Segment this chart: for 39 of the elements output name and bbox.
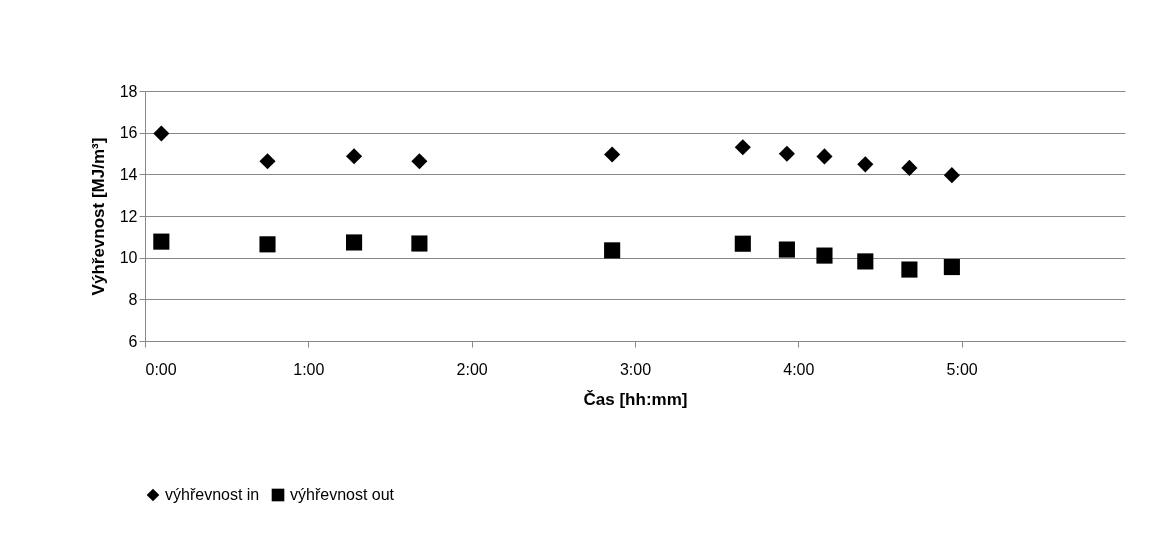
- point: [901, 261, 918, 278]
- point: [734, 235, 751, 252]
- point: [943, 258, 960, 276]
- y-tick-label: 8: [128, 290, 138, 308]
- point: [604, 146, 621, 163]
- x-tick-label: 5:00: [946, 360, 978, 378]
- point: [816, 148, 833, 165]
- point: [411, 235, 428, 252]
- point: [778, 145, 795, 162]
- y-axis-title: Výhřevnost [MJ/m³]: [88, 137, 108, 296]
- y-tick-label: 16: [119, 124, 138, 142]
- x-axis-title: Čas [hh:mm]: [583, 389, 688, 409]
- point: [857, 253, 874, 270]
- point: [411, 153, 428, 170]
- x-tick-label: 3:00: [619, 360, 652, 378]
- point: [604, 242, 621, 259]
- y-tick-label: 6: [128, 332, 138, 350]
- point: [778, 241, 795, 258]
- legend-label: výhřevnost out: [290, 486, 395, 503]
- legend-label: výhřevnost in: [165, 486, 260, 503]
- y-tick-label: 18: [119, 82, 138, 100]
- point: [259, 236, 276, 253]
- point: [857, 156, 874, 173]
- point: [346, 148, 363, 165]
- x-tick-label: 0:00: [145, 360, 177, 378]
- point: [901, 159, 918, 176]
- point: [259, 153, 276, 170]
- x-tick-label: 2:00: [456, 360, 488, 378]
- point: [346, 234, 363, 251]
- y-tick-label: 10: [119, 249, 138, 267]
- point: [153, 233, 170, 250]
- y-tick-label: 14: [119, 165, 138, 183]
- x-tick-label: 1:00: [293, 360, 325, 378]
- point: [153, 125, 170, 142]
- point: [816, 247, 833, 264]
- point: [943, 167, 960, 184]
- y-tick-label: 12: [119, 207, 138, 225]
- point: [734, 139, 751, 156]
- x-tick-label: 4:00: [783, 360, 815, 378]
